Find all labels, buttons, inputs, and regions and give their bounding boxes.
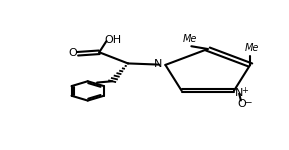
Text: Me: Me bbox=[183, 34, 197, 44]
Text: Me: Me bbox=[244, 43, 259, 53]
Text: N: N bbox=[235, 88, 243, 98]
Text: OH: OH bbox=[104, 35, 121, 45]
Text: −: − bbox=[244, 97, 252, 106]
Text: N: N bbox=[154, 59, 162, 69]
Text: +: + bbox=[242, 86, 248, 95]
Text: O: O bbox=[237, 99, 246, 109]
Text: O: O bbox=[69, 48, 77, 58]
